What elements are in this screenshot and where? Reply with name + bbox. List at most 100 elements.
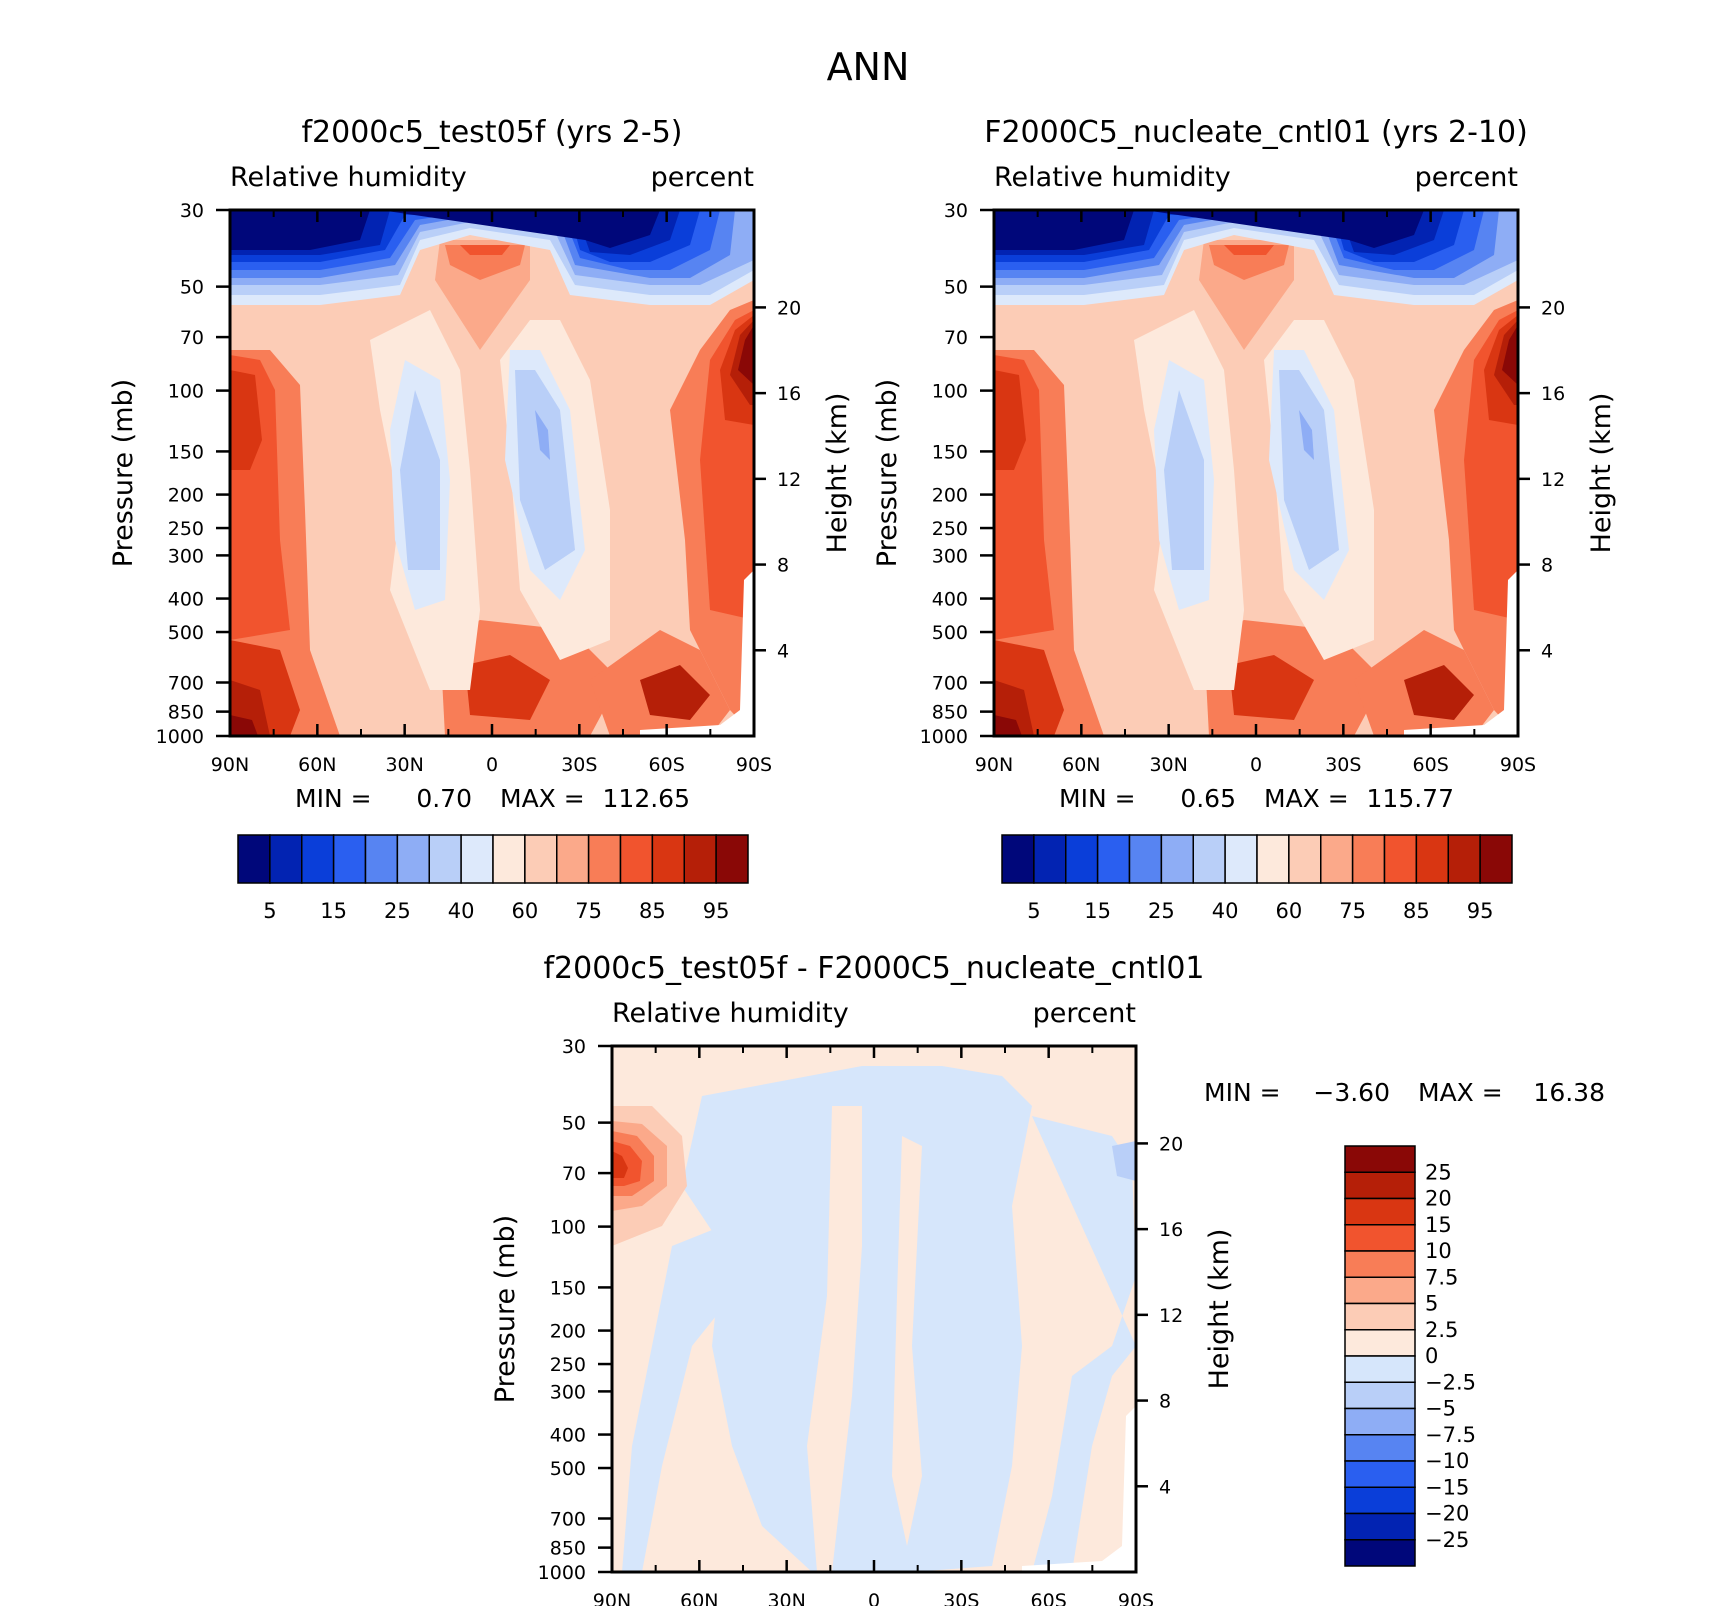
x-tick-label: 30S xyxy=(561,754,597,776)
colorbar-swatch xyxy=(1288,834,1322,884)
colorbar-label: 60 xyxy=(512,899,539,923)
contour-field xyxy=(994,210,1518,736)
contour-field xyxy=(612,1046,1136,1572)
colorbar-label: −20 xyxy=(1425,1502,1469,1526)
right-label: percent xyxy=(651,162,754,193)
x-tick-label: 60N xyxy=(680,1590,718,1606)
x-tick-label: 30S xyxy=(1325,754,1361,776)
y-tick-label: 400 xyxy=(168,589,204,611)
x-tick-label: 0 xyxy=(868,1590,880,1606)
colorbar-swatch xyxy=(1344,1224,1416,1252)
y-tick-label: 1000 xyxy=(920,726,968,748)
min-value: 0.70 xyxy=(416,784,472,813)
colorbar-swatch xyxy=(1344,1250,1416,1278)
colorbar-swatch xyxy=(1351,834,1386,884)
colorbar-label: −25 xyxy=(1425,1528,1469,1552)
x-tick-label: 90N xyxy=(975,754,1013,776)
colorbar-swatch xyxy=(1383,834,1418,884)
y-tick-label: 1000 xyxy=(156,726,204,748)
colorbar-label: 60 xyxy=(1276,899,1303,923)
y-tick-label: 400 xyxy=(550,1425,586,1447)
colorbar-label: 5 xyxy=(1027,899,1040,923)
colorbar-swatch xyxy=(1344,1434,1416,1462)
colorbar-swatch xyxy=(364,834,399,884)
y-tick-label: 50 xyxy=(180,277,204,299)
colorbar-swatch xyxy=(1344,1197,1416,1226)
y2-axis-ticks: 20 16 12 8 4 xyxy=(754,297,801,662)
y-tick-label: 300 xyxy=(932,545,968,567)
y-axis-label: Pressure (mb) xyxy=(872,379,903,567)
min-value: 0.65 xyxy=(1180,784,1236,813)
colorbar-swatch xyxy=(1033,834,1067,884)
colorbar-swatch xyxy=(1344,1381,1416,1410)
colorbar-swatch xyxy=(1344,1302,1416,1331)
panel-title: F2000C5_nucleate_cntl01 (yrs 2-10) xyxy=(984,115,1528,150)
left-label: Relative humidity xyxy=(612,998,849,1029)
colorbar-swatch xyxy=(301,834,335,884)
colorbar-swatch xyxy=(1128,834,1163,884)
y-tick-label: 250 xyxy=(932,518,968,540)
colorbar-swatch xyxy=(1160,834,1194,884)
y2-tick-label: 12 xyxy=(1159,1305,1183,1327)
colorbar-swatch xyxy=(1192,834,1226,884)
colorbar-label: 40 xyxy=(448,899,475,923)
x-tick-label: 60N xyxy=(298,754,336,776)
colorbar-label: 2.5 xyxy=(1425,1318,1458,1342)
colorbar-label: −5 xyxy=(1425,1397,1456,1421)
colorbar: 5 15 25 40 60 75 85 95 xyxy=(1001,834,1513,923)
panel-test: f2000c5_test05f (yrs 2-5) Relative humid… xyxy=(108,115,853,923)
y2-tick-label: 16 xyxy=(1159,1219,1183,1241)
colorbar-label: 95 xyxy=(1467,899,1494,923)
x-tick-label: 90S xyxy=(736,754,772,776)
x-tick-label: 0 xyxy=(486,754,498,776)
colorbar-label: 85 xyxy=(1403,899,1430,923)
y2-axis-label: Height (km) xyxy=(1586,393,1617,554)
y2-tick-label: 16 xyxy=(1541,383,1565,405)
colorbar-swatch xyxy=(619,834,654,884)
colorbar-label: 85 xyxy=(639,899,666,923)
x-tick-label: 90N xyxy=(211,754,249,776)
colorbar-label: 40 xyxy=(1212,899,1239,923)
colorbar-label: 15 xyxy=(1425,1213,1452,1237)
colorbar-swatch xyxy=(1344,1276,1416,1305)
y-tick-label: 700 xyxy=(168,672,204,694)
colorbar-swatch xyxy=(1344,1460,1416,1488)
y-tick-label: 850 xyxy=(168,702,204,724)
right-label: percent xyxy=(1033,998,1136,1029)
colorbar-swatch xyxy=(1344,1329,1416,1357)
max-label: MAX = xyxy=(500,784,585,813)
y-tick-label: 200 xyxy=(932,485,968,507)
x-axis-ticks: 90N 60N 30N 0 30S 60S 90S xyxy=(975,210,1536,776)
colorbar-label: 75 xyxy=(1339,899,1366,923)
colorbar-label: −7.5 xyxy=(1425,1423,1476,1447)
y2-tick-label: 8 xyxy=(1541,555,1553,577)
colorbar-swatch xyxy=(1256,834,1290,884)
y-tick-label: 150 xyxy=(168,441,204,463)
colorbar-label: 15 xyxy=(320,899,347,923)
x-tick-label: 60N xyxy=(1062,754,1100,776)
colorbar-swatch xyxy=(587,834,622,884)
colorbar-label: −10 xyxy=(1425,1449,1469,1473)
panel-title: f2000c5_test05f - F2000C5_nucleate_cntl0… xyxy=(543,951,1204,986)
colorbar-swatch xyxy=(1224,834,1258,884)
max-value: 16.38 xyxy=(1533,1078,1605,1107)
x-tick-label: 90S xyxy=(1500,754,1536,776)
y-tick-label: 250 xyxy=(168,518,204,540)
x-tick-label: 60S xyxy=(1031,1590,1067,1606)
y2-tick-label: 20 xyxy=(1541,297,1565,319)
y-tick-label: 250 xyxy=(550,1354,586,1376)
x-axis-ticks: 90N 60N 30N 0 30S 60S 90S xyxy=(593,1046,1154,1606)
colorbar-swatch xyxy=(1344,1407,1416,1436)
y2-axis-label: Height (km) xyxy=(1204,1229,1235,1390)
x-tick-label: 60S xyxy=(649,754,685,776)
x-tick-label: 30S xyxy=(943,1590,979,1606)
y-tick-label: 700 xyxy=(932,672,968,694)
max-label: MAX = xyxy=(1418,1078,1503,1107)
colorbar: 5 15 25 40 60 75 85 95 xyxy=(237,834,749,923)
y2-axis-ticks: 20 16 12 8 4 xyxy=(1136,1133,1183,1498)
colorbar-label: 5 xyxy=(1425,1292,1438,1316)
